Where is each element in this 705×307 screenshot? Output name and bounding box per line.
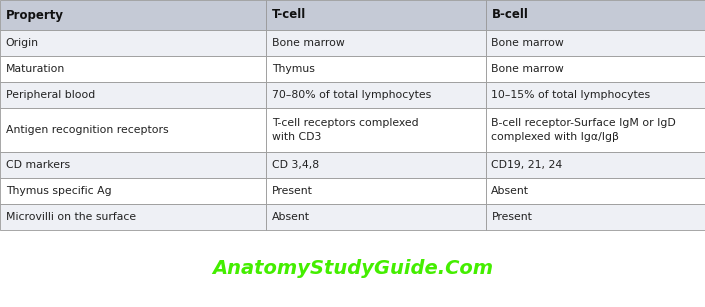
Text: Bone marrow: Bone marrow <box>491 64 564 74</box>
Text: Present: Present <box>491 212 532 222</box>
Text: Bone marrow: Bone marrow <box>272 38 345 48</box>
Bar <box>486 178 705 204</box>
Text: CD markers: CD markers <box>6 160 70 170</box>
Text: Peripheral blood: Peripheral blood <box>6 90 95 100</box>
Bar <box>266 0 486 30</box>
Text: CD 3,4,8: CD 3,4,8 <box>272 160 319 170</box>
Text: AnatomyStudyGuide.Com: AnatomyStudyGuide.Com <box>212 259 493 278</box>
Text: Origin: Origin <box>6 38 39 48</box>
Bar <box>486 56 705 82</box>
Bar <box>266 56 486 82</box>
Text: Bone marrow: Bone marrow <box>491 38 564 48</box>
Bar <box>0 204 266 230</box>
Bar <box>0 178 266 204</box>
Bar <box>266 152 486 178</box>
Text: 70–80% of total lymphocytes: 70–80% of total lymphocytes <box>272 90 431 100</box>
Text: Absent: Absent <box>491 186 529 196</box>
Bar <box>486 108 705 152</box>
Text: Absent: Absent <box>272 212 310 222</box>
Bar <box>0 82 266 108</box>
Text: T-cell: T-cell <box>272 9 307 21</box>
Text: Maturation: Maturation <box>6 64 65 74</box>
Text: Present: Present <box>272 186 313 196</box>
Bar <box>486 30 705 56</box>
Text: B-cell: B-cell <box>491 9 528 21</box>
Bar <box>486 152 705 178</box>
Text: Microvilli on the surface: Microvilli on the surface <box>6 212 136 222</box>
Bar <box>266 108 486 152</box>
Bar <box>486 204 705 230</box>
Text: B-cell receptor-Surface IgM or IgD
complexed with Igα/Igβ: B-cell receptor-Surface IgM or IgD compl… <box>491 119 676 142</box>
Bar <box>266 82 486 108</box>
Text: Thymus: Thymus <box>272 64 315 74</box>
Text: CD19, 21, 24: CD19, 21, 24 <box>491 160 563 170</box>
Bar <box>0 56 266 82</box>
Bar <box>266 30 486 56</box>
Bar <box>0 152 266 178</box>
Bar <box>0 30 266 56</box>
Bar <box>0 108 266 152</box>
Text: 10–15% of total lymphocytes: 10–15% of total lymphocytes <box>491 90 651 100</box>
Bar <box>0 0 266 30</box>
Text: T-cell receptors complexed
with CD3: T-cell receptors complexed with CD3 <box>272 119 419 142</box>
Bar <box>266 178 486 204</box>
Bar <box>486 0 705 30</box>
Bar <box>266 204 486 230</box>
Bar <box>486 82 705 108</box>
Text: Thymus specific Ag: Thymus specific Ag <box>6 186 111 196</box>
Text: Property: Property <box>6 9 63 21</box>
Text: Antigen recognition receptors: Antigen recognition receptors <box>6 125 168 135</box>
